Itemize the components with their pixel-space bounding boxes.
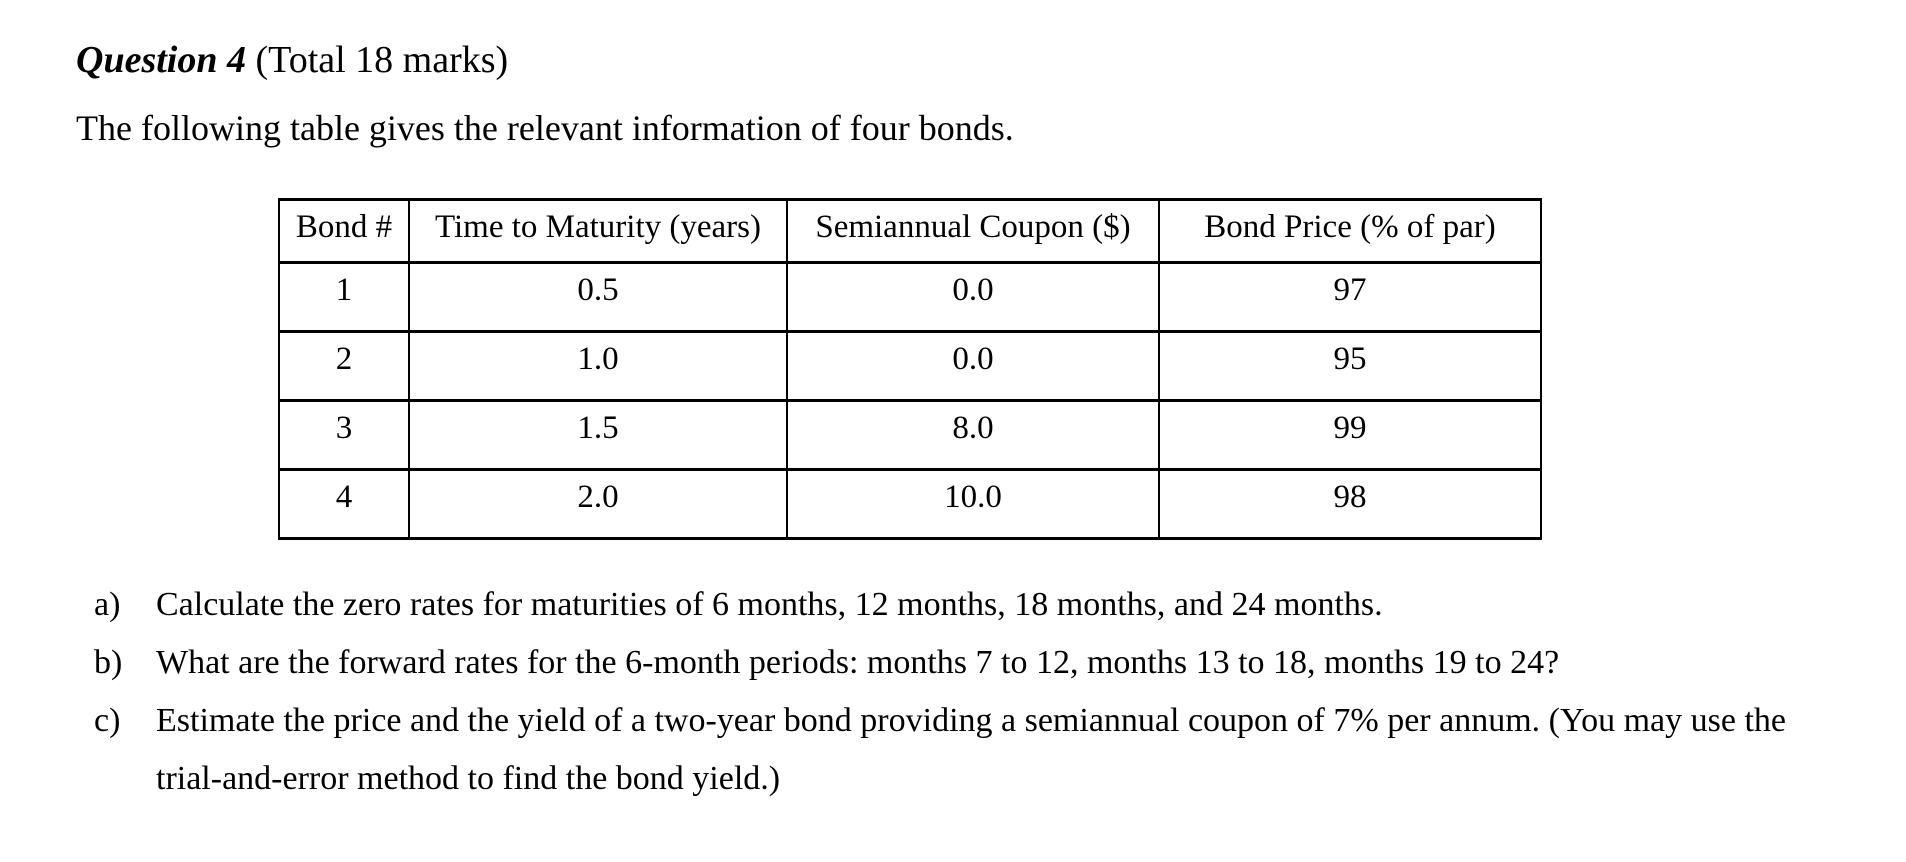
question-number-label: Question 4 bbox=[76, 39, 246, 81]
table-row: 1 0.5 0.0 97 bbox=[278, 261, 1542, 333]
cell-price: 97 bbox=[1158, 261, 1542, 333]
table-header-row: Bond # Time to Maturity (years) Semiannu… bbox=[278, 198, 1542, 264]
cell-maturity: 2.0 bbox=[408, 468, 788, 540]
question-part-c: c) Estimate the price and the yield of a… bbox=[94, 692, 1906, 808]
cell-maturity: 1.0 bbox=[408, 330, 788, 402]
question-part-a: a) Calculate the zero rates for maturiti… bbox=[94, 576, 1906, 634]
cell-price: 95 bbox=[1158, 330, 1542, 402]
question-title: Question 4 (Total 18 marks) bbox=[76, 36, 1906, 84]
col-header-bond-price: Bond Price (% of par) bbox=[1158, 198, 1542, 264]
table-row: 4 2.0 10.0 98 bbox=[278, 468, 1542, 540]
cell-price: 98 bbox=[1158, 468, 1542, 540]
cell-price: 99 bbox=[1158, 399, 1542, 471]
cell-coupon: 8.0 bbox=[786, 399, 1160, 471]
table-row: 2 1.0 0.0 95 bbox=[278, 330, 1542, 402]
col-header-semiannual-coupon: Semiannual Coupon ($) bbox=[786, 198, 1160, 264]
cell-maturity: 0.5 bbox=[408, 261, 788, 333]
cell-coupon: 10.0 bbox=[786, 468, 1160, 540]
cell-coupon: 0.0 bbox=[786, 330, 1160, 402]
part-b-text: What are the forward rates for the 6-mon… bbox=[156, 644, 1560, 681]
part-b-marker: b) bbox=[94, 644, 123, 681]
cell-bond-number: 3 bbox=[278, 399, 410, 471]
cell-bond-number: 2 bbox=[278, 330, 410, 402]
col-header-bond-number: Bond # bbox=[278, 198, 410, 264]
col-header-time-to-maturity: Time to Maturity (years) bbox=[408, 198, 788, 264]
cell-bond-number: 1 bbox=[278, 261, 410, 333]
part-a-marker: a) bbox=[94, 586, 121, 623]
cell-maturity: 1.5 bbox=[408, 399, 788, 471]
part-c-marker: c) bbox=[94, 702, 121, 739]
question-list: a) Calculate the zero rates for maturiti… bbox=[76, 576, 1906, 808]
question-marks-label: (Total 18 marks) bbox=[245, 39, 509, 81]
cell-bond-number: 4 bbox=[278, 468, 410, 540]
part-a-text: Calculate the zero rates for maturities … bbox=[156, 586, 1383, 623]
table-row: 3 1.5 8.0 99 bbox=[278, 399, 1542, 471]
intro-text: The following table gives the relevant i… bbox=[76, 108, 1014, 148]
question-part-b: b) What are the forward rates for the 6-… bbox=[94, 634, 1906, 692]
part-c-text: Estimate the price and the yield of a tw… bbox=[156, 702, 1787, 797]
bond-table: Bond # Time to Maturity (years) Semiannu… bbox=[278, 198, 1542, 540]
cell-coupon: 0.0 bbox=[786, 261, 1160, 333]
